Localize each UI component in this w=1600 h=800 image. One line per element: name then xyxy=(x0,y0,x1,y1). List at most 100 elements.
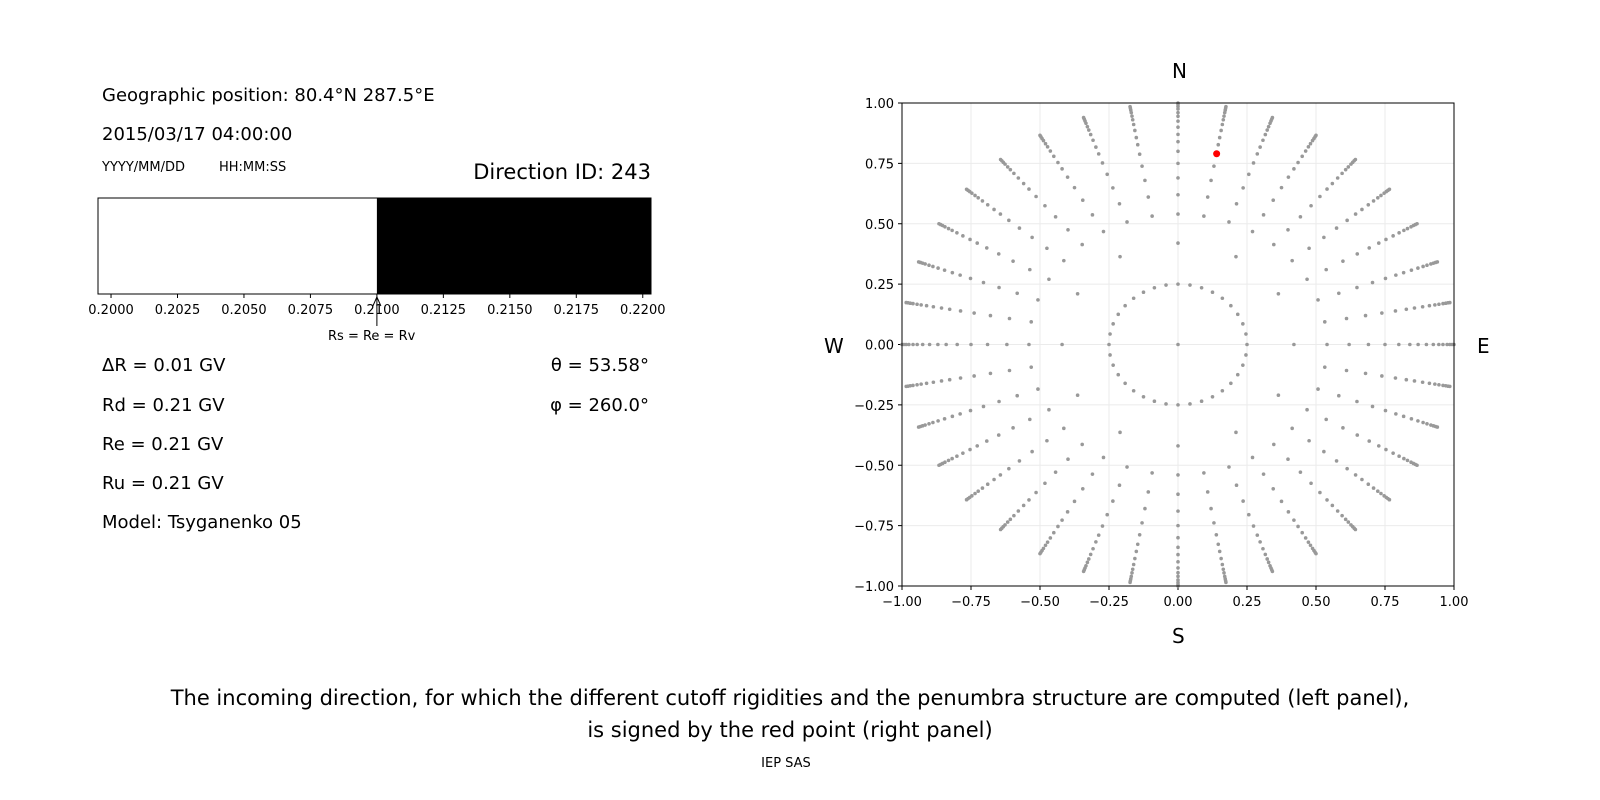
direction-point xyxy=(1108,353,1112,357)
direction-point xyxy=(936,419,940,423)
theta-value: θ = 53.58° xyxy=(550,355,649,376)
y-tick-label: −0.75 xyxy=(854,520,894,535)
direction-point xyxy=(1279,499,1284,504)
direction-point xyxy=(1292,167,1296,171)
direction-point xyxy=(1176,119,1180,123)
direction-point xyxy=(1241,363,1245,367)
direction-point xyxy=(1130,117,1135,122)
direction-point xyxy=(1027,342,1031,347)
direction-point xyxy=(1005,165,1010,169)
direction-point xyxy=(1383,408,1388,413)
direction-point xyxy=(936,342,940,347)
model: Model: Tsyganenko 05 xyxy=(102,512,302,533)
direction-point xyxy=(1375,489,1380,493)
direction-point xyxy=(1075,393,1080,398)
direction-point xyxy=(1012,171,1016,176)
credit: IEP SAS xyxy=(761,756,811,771)
direction-point xyxy=(944,342,948,347)
direction-point xyxy=(1062,258,1066,263)
direction-point xyxy=(1261,213,1266,217)
direction-point xyxy=(1016,509,1021,513)
direction-point xyxy=(915,342,919,347)
direction-point xyxy=(964,187,969,192)
direction-point xyxy=(1416,419,1420,423)
direction-point xyxy=(1176,161,1180,166)
re-value: Re = 0.21 GV xyxy=(102,434,224,455)
direction-point xyxy=(1047,277,1051,282)
direction-point xyxy=(936,266,940,270)
direction-point xyxy=(1325,342,1329,347)
direction-point xyxy=(1343,167,1348,172)
direction-point xyxy=(1216,542,1221,547)
direction-point xyxy=(1330,181,1335,186)
direction-point xyxy=(1212,521,1216,525)
direction-point xyxy=(1227,220,1231,224)
direction-point xyxy=(1441,383,1445,388)
direction-point xyxy=(1427,381,1432,386)
y-tick-label: −1.00 xyxy=(854,580,894,595)
caption-line1: The incoming direction, for which the di… xyxy=(170,686,1410,710)
direction-point xyxy=(1286,510,1291,514)
direction-point xyxy=(1105,172,1110,177)
direction-point xyxy=(1015,291,1019,296)
direction-point xyxy=(1250,455,1255,460)
direction-point xyxy=(1090,213,1095,217)
direction-point xyxy=(911,342,915,347)
direction-point xyxy=(992,207,996,212)
direction-point xyxy=(1409,268,1414,272)
direction-point xyxy=(1424,342,1429,347)
direction-point xyxy=(1116,372,1121,377)
direction-point xyxy=(1108,332,1112,336)
direction-point xyxy=(1134,549,1139,554)
direction-point xyxy=(1415,463,1419,468)
direction-point xyxy=(1047,407,1051,412)
direction-point xyxy=(1217,135,1222,140)
direction-point xyxy=(1383,276,1388,281)
direction-point xyxy=(1130,114,1134,118)
direction-point xyxy=(1065,175,1070,179)
arrow-head xyxy=(372,295,382,307)
direction-point xyxy=(1355,285,1359,290)
direction-point xyxy=(937,221,941,226)
x-tick-label: −0.75 xyxy=(951,595,991,610)
direction-point xyxy=(1263,552,1268,557)
direction-point xyxy=(920,342,925,347)
direction-point xyxy=(1305,407,1309,412)
direction-point xyxy=(1100,524,1105,528)
y-tick-label: 0.50 xyxy=(865,218,894,233)
direction-point xyxy=(916,425,921,429)
direction-point xyxy=(1146,490,1151,494)
x-tick-label: 1.00 xyxy=(1440,595,1469,610)
x-tick-label: 0.50 xyxy=(1302,595,1331,610)
direction-point xyxy=(1008,517,1013,522)
direction-point xyxy=(1027,498,1031,502)
direction-point xyxy=(1123,303,1127,308)
direction-point xyxy=(1416,342,1420,347)
direction-point xyxy=(907,342,911,347)
direction-point xyxy=(1028,267,1032,272)
y-tick-label: −0.25 xyxy=(854,399,894,414)
x-tick-label: 0.2025 xyxy=(155,303,201,318)
direction-point xyxy=(1056,524,1060,529)
direction-point xyxy=(1376,241,1381,245)
direction-point xyxy=(1261,138,1265,143)
direction-point xyxy=(1286,175,1291,179)
direction-point xyxy=(1164,402,1168,406)
direction-point xyxy=(1085,124,1090,129)
direction-point xyxy=(1016,176,1021,180)
direction-point xyxy=(1437,382,1441,387)
direction-point xyxy=(904,300,908,305)
direction-point xyxy=(1048,536,1053,540)
direction-point xyxy=(1376,444,1381,448)
direction-point xyxy=(1176,114,1180,119)
direction-point xyxy=(1088,132,1093,137)
direction-point xyxy=(1011,426,1015,430)
direction-point xyxy=(1086,557,1091,561)
direction-point xyxy=(964,497,969,502)
direction-point xyxy=(1176,570,1180,575)
direction-point xyxy=(1402,456,1406,461)
direction-point xyxy=(1107,342,1111,347)
direction-point xyxy=(1346,165,1351,169)
direction-point xyxy=(976,196,981,200)
